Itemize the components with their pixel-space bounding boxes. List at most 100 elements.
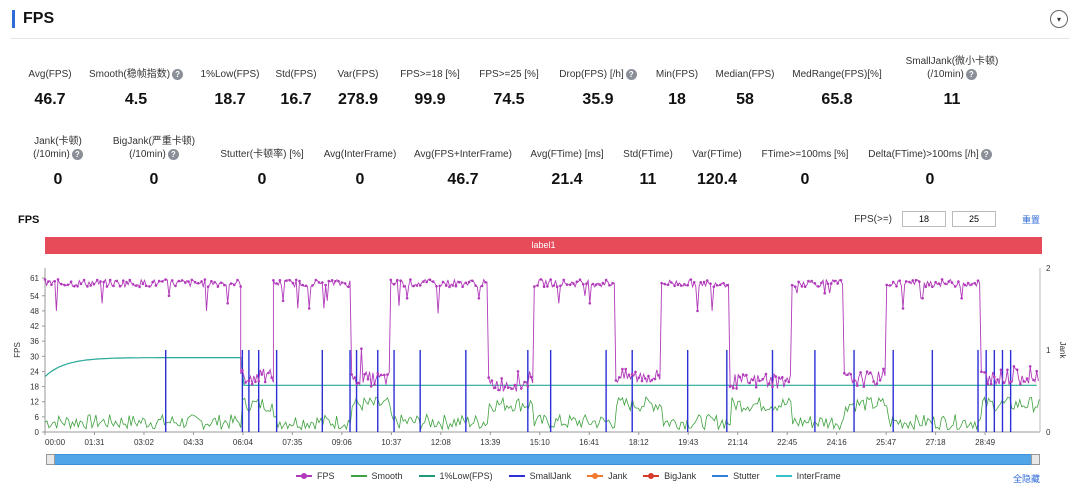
stat-stats_row2-7: Var(FTime) 120.4: [647, 148, 787, 189]
legend-item-smooth[interactable]: Smooth: [350, 471, 403, 481]
stat-stats_row2-9: Delta(FTime)>100ms [/h]? 0: [860, 148, 1000, 189]
help-icon[interactable]: ?: [172, 68, 184, 80]
reset-button[interactable]: 重置: [1021, 215, 1040, 225]
y-tick-label: 18: [30, 383, 39, 392]
fps-point: [719, 283, 722, 287]
y2-tick-label: 2: [1046, 264, 1051, 273]
fps-point: [73, 284, 76, 288]
fps-point: [914, 278, 918, 282]
fps-point: [888, 284, 892, 287]
fps-point: [304, 284, 308, 288]
fps-point: [565, 283, 569, 286]
fps-point: [608, 283, 611, 287]
stat-stats_row1-0: Avg(FPS) 46.7: [0, 68, 120, 109]
fps-point: [510, 387, 513, 390]
legend-item-interframe[interactable]: InterFrame: [775, 471, 841, 481]
fps-point: [350, 373, 354, 376]
fps-point: [529, 375, 533, 379]
stat-label: Var(FPS): [337, 69, 379, 80]
help-icon[interactable]: ?: [625, 68, 637, 80]
fps-point: [69, 280, 73, 283]
smooth-series-line: [44, 396, 1040, 431]
legend-item-stutter[interactable]: Stutter: [712, 471, 760, 481]
help-icon[interactable]: ?: [167, 148, 179, 160]
fps-point: [963, 283, 967, 287]
slider-right-handle[interactable]: [1031, 454, 1040, 465]
stat-label: Std(FPS): [275, 69, 317, 80]
threshold-low-input[interactable]: [902, 211, 946, 227]
fps-point: [82, 278, 86, 282]
fps-point: [820, 281, 823, 285]
y-tick-label: 0: [35, 428, 40, 437]
fps-point: [438, 284, 442, 288]
stat-stats_row1-2: 1%Low(FPS) 18.7: [160, 68, 300, 109]
fps-point: [190, 278, 194, 282]
fps-point: [758, 379, 761, 383]
fps-point: [435, 285, 438, 288]
fps-point: [428, 278, 432, 281]
x-tick-label: 24:16: [827, 438, 848, 447]
fps-point: [291, 281, 295, 285]
collapse-chevron-icon[interactable]: ▾: [1050, 10, 1068, 28]
fps-point: [170, 279, 174, 282]
fps-point: [270, 376, 274, 379]
fps-point: [174, 284, 177, 288]
stat-value: 0: [355, 171, 365, 188]
fps-point: [247, 379, 251, 383]
help-icon[interactable]: ?: [71, 148, 83, 160]
fps-point: [542, 285, 546, 288]
fps-point: [263, 380, 267, 384]
fps-point: [471, 279, 474, 283]
fps-point: [451, 284, 455, 287]
fps-point: [226, 302, 229, 305]
fps-point: [705, 279, 709, 282]
slider-left-handle[interactable]: [46, 454, 55, 465]
fps-point: [575, 280, 579, 283]
fps-point: [539, 278, 543, 281]
threshold-high-input[interactable]: [952, 211, 996, 227]
fps-point: [572, 282, 575, 285]
fps-point: [591, 282, 595, 286]
fps-point: [657, 373, 660, 377]
fps-point: [184, 281, 187, 284]
legend-item-jank[interactable]: Jank: [587, 471, 627, 481]
y-tick-label: 54: [30, 292, 39, 301]
x-tick-label: 27:18: [926, 438, 947, 447]
hide-all-button[interactable]: 全隐藏: [1012, 474, 1040, 484]
stat-stats_row1-11: SmallJank(微小卡顿) (/10min)? 11: [882, 55, 1022, 109]
label-band[interactable]: label1: [45, 237, 1042, 254]
chart-heading: FPS: [18, 214, 40, 226]
fps-point: [598, 283, 601, 286]
y-tick-label: 12: [30, 398, 39, 407]
stat-unit-text: (/10min): [129, 149, 166, 160]
fps-point: [43, 278, 47, 281]
help-icon[interactable]: ?: [965, 68, 977, 80]
fps-point: [278, 279, 282, 282]
stat-label: Median(FPS): [715, 69, 775, 80]
fps-point: [232, 283, 236, 287]
fps-point: [953, 285, 957, 288]
time-range-slider[interactable]: [46, 454, 1040, 465]
fps-point: [135, 284, 138, 287]
stat-value: 35.9: [582, 91, 614, 108]
fps-point: [506, 386, 510, 389]
legend-marker: [301, 473, 307, 479]
fps-point: [154, 284, 158, 287]
fps-point: [950, 281, 954, 284]
stat-stats_row1-4: Var(FPS) 278.9: [288, 68, 428, 109]
legend-item-smalljank[interactable]: SmallJank: [508, 471, 571, 481]
legend-item-bigjank[interactable]: BigJank: [643, 471, 696, 481]
fps-point: [383, 373, 386, 377]
legend-item-1-low-fps-[interactable]: 1%Low(FPS): [418, 471, 493, 481]
stat-value: 65.8: [821, 91, 853, 108]
help-icon[interactable]: ?: [980, 148, 992, 160]
threshold-label: FPS(>=): [854, 213, 892, 225]
legend-item-fps[interactable]: FPS: [296, 471, 335, 481]
fps-point: [99, 280, 102, 283]
fps-point: [60, 282, 63, 286]
stat-label: Avg(FPS): [28, 69, 72, 80]
fps-point: [203, 278, 207, 281]
fps-point: [379, 373, 383, 377]
fps-point: [559, 284, 562, 288]
fps-point: [568, 283, 572, 286]
